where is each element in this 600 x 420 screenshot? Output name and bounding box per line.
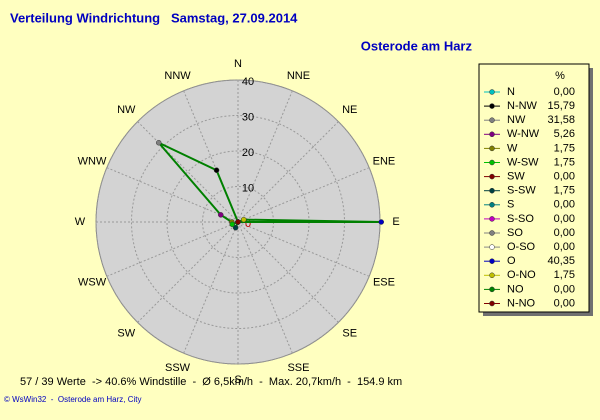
direction-label: NW (117, 104, 136, 116)
legend-value: 31,58 (547, 114, 575, 126)
footer: 57 / 39 Werte -> 40.6% Windstille - Ø 6,… (20, 376, 402, 388)
legend-value: 0,00 (554, 86, 575, 98)
legend-value: 0,00 (554, 297, 575, 309)
direction-label: ESE (373, 276, 395, 288)
direction-label: N (234, 58, 242, 70)
legend-marker (489, 159, 495, 166)
legend-label: O-NO (507, 269, 536, 281)
legend-label: N-NW (507, 100, 538, 112)
point (155, 139, 162, 146)
legend-label: W-SW (507, 156, 539, 168)
legend-label: N (507, 86, 515, 98)
direction-label: NNW (164, 70, 191, 82)
legend-label: W (507, 142, 518, 154)
direction-label: WSW (78, 276, 107, 288)
direction-label: SW (117, 328, 135, 340)
point (240, 216, 247, 223)
legend-value: 0,00 (554, 213, 575, 225)
r-tick-label: 20 (242, 147, 254, 159)
legend-marker (489, 216, 495, 222)
legend-marker (489, 117, 495, 123)
legend-box (478, 63, 590, 313)
direction-label: NE (342, 104, 357, 116)
legend-marker (489, 244, 495, 250)
legend-label: SW (507, 171, 525, 183)
legend-value: 0,00 (554, 283, 575, 295)
legend-label: NO (507, 283, 524, 295)
legend-value: 1,75 (554, 269, 575, 281)
r-tick-label: 40 (242, 76, 254, 88)
legend-marker (489, 131, 495, 138)
legend-label: O (507, 255, 516, 267)
legend-value: 0,00 (554, 199, 575, 211)
legend-marker (489, 272, 495, 279)
direction-label: W (75, 216, 86, 228)
legend-marker (489, 286, 495, 293)
direction-label: NNE (287, 70, 310, 82)
direction-label: ENE (373, 155, 396, 167)
point (217, 212, 224, 218)
direction-label: S (234, 374, 241, 386)
legend-title: % (555, 70, 565, 82)
legend-marker (489, 103, 495, 109)
legend-label: W-NW (507, 128, 540, 140)
legend-marker (489, 300, 495, 307)
legend-value: 1,75 (554, 156, 575, 168)
point (378, 219, 384, 225)
chart-title: Verteilung Windrichtung Samstag, 27.09.2… (10, 10, 298, 25)
legend-value: 0,00 (554, 171, 575, 183)
r-tick-label: 0 (245, 218, 251, 230)
point (232, 224, 239, 231)
legend-label: S (507, 199, 514, 211)
legend-marker (489, 187, 495, 194)
direction-label: SE (342, 328, 357, 340)
direction-label: WNW (78, 155, 107, 167)
direction-label: SSE (287, 362, 309, 374)
legend-label: NW (507, 114, 526, 126)
direction-label: SSW (165, 362, 191, 374)
legend-marker (489, 89, 495, 95)
r-tick-label: 30 (242, 111, 254, 123)
direction-label: E (392, 216, 399, 228)
legend-marker (489, 230, 495, 236)
legend-value: 15,79 (547, 100, 575, 112)
legend-label: N-NO (507, 297, 536, 309)
point (235, 219, 241, 225)
legend-marker (489, 173, 495, 180)
legend-value: 40,35 (547, 255, 575, 267)
legend-value: 0,00 (554, 227, 575, 239)
chart-subtitle: Osterode am Harz (361, 38, 473, 53)
legend-marker (489, 145, 495, 152)
legend-label: S-SO (507, 213, 534, 225)
legend-value: 1,75 (554, 142, 575, 154)
legend-label: S-SW (507, 185, 536, 197)
credit: © WsWin32 - Osterode am Harz, City (4, 395, 141, 404)
legend-label: O-SO (507, 241, 536, 253)
legend-value: 1,75 (554, 185, 575, 197)
legend-label: SO (507, 227, 523, 239)
legend-marker (489, 258, 495, 264)
legend-value: 5,26 (554, 128, 575, 140)
wind-line (157, 141, 382, 229)
r-tick-label: 10 (242, 182, 254, 194)
point (229, 221, 236, 228)
legend-marker (489, 202, 495, 208)
legend-value: 0,00 (554, 241, 575, 253)
point (213, 167, 220, 173)
